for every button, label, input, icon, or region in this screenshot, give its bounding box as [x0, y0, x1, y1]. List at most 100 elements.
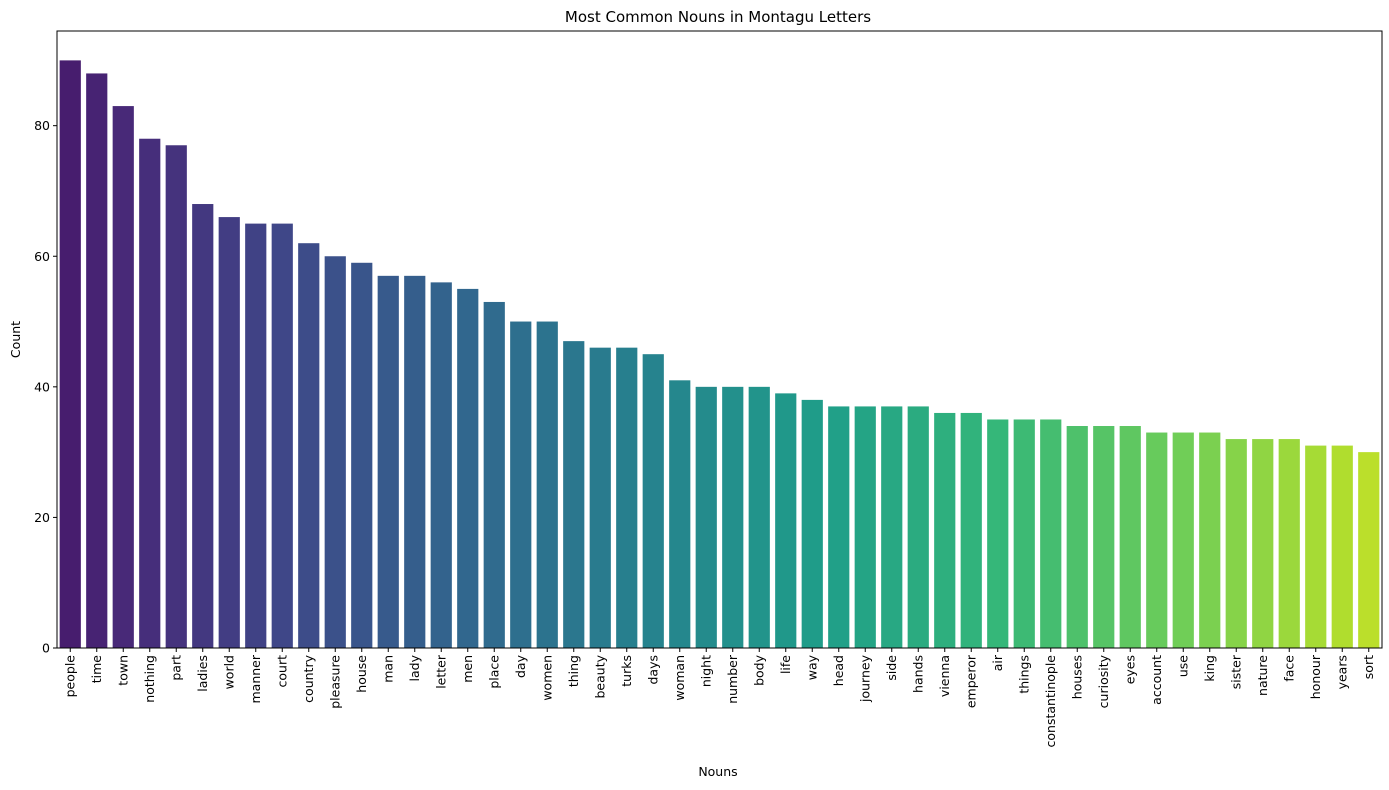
x-tick-label: curiosity	[1096, 654, 1111, 708]
x-tick-label: turks	[619, 655, 634, 687]
bar-ladies	[192, 204, 214, 648]
bar-country	[298, 243, 320, 648]
x-tick-label: place	[486, 655, 501, 689]
x-tick-label: nothing	[142, 655, 157, 703]
x-tick-label: constantinople	[1043, 655, 1058, 748]
x-tick-label: king	[1202, 655, 1217, 682]
x-tick-label: women	[539, 655, 554, 701]
x-tick-label: woman	[672, 655, 687, 701]
x-axis: people time town nothing part ladies world mann…	[62, 648, 1376, 747]
x-tick-label: days	[645, 655, 660, 685]
chart-title: Most Common Nouns in Montagu Letters	[565, 8, 871, 26]
bar-part	[165, 145, 187, 648]
x-tick-label: account	[1149, 655, 1164, 705]
bar-things	[1013, 419, 1035, 648]
x-tick-label: part	[168, 655, 183, 681]
x-axis-label: Nouns	[698, 764, 737, 779]
bar-constantinople	[1040, 419, 1062, 648]
x-tick-label: day	[513, 654, 528, 678]
x-tick-label: vienna	[937, 655, 952, 697]
x-tick-label: emperor	[963, 654, 978, 708]
bar-sister	[1225, 439, 1247, 648]
bar-curiosity	[1093, 426, 1115, 648]
y-axis: 0 20 40 60 80	[34, 118, 57, 656]
x-tick-label: face	[1281, 655, 1296, 682]
bar-lady	[404, 275, 426, 648]
x-tick-label: sort	[1361, 655, 1376, 679]
x-tick-label: manner	[248, 654, 263, 703]
y-tick-label: 0	[42, 641, 50, 656]
x-tick-label: world	[221, 655, 236, 689]
bar-manner	[245, 223, 267, 649]
bar-vienna	[934, 412, 956, 648]
bar-sort	[1358, 452, 1380, 648]
bar-court	[271, 223, 293, 649]
bar-head	[828, 406, 850, 648]
y-axis-label: Count	[8, 321, 23, 358]
bar-woman	[669, 380, 691, 648]
bar-hands	[907, 406, 929, 648]
bar-number	[722, 386, 744, 648]
x-tick-label: time	[89, 655, 104, 684]
x-tick-label: court	[274, 655, 289, 688]
x-tick-label: town	[115, 655, 130, 686]
x-tick-label: body	[751, 654, 766, 686]
x-tick-label: letter	[433, 654, 448, 689]
bar-life	[775, 393, 797, 648]
x-tick-label: way	[804, 654, 819, 680]
x-tick-label: houses	[1069, 655, 1084, 699]
bar-men	[457, 288, 479, 648]
bar-years	[1331, 445, 1353, 648]
x-tick-label: journey	[857, 654, 872, 703]
bar-man	[377, 275, 399, 648]
x-tick-label: years	[1334, 655, 1349, 689]
x-tick-label: side	[884, 655, 899, 681]
bar-day	[510, 321, 532, 648]
plot-frame	[56, 30, 1383, 649]
bar-town	[112, 106, 134, 648]
bar-time	[86, 73, 108, 648]
bar-nature	[1252, 439, 1274, 648]
bar-turks	[616, 347, 638, 648]
bar-honour	[1305, 445, 1327, 648]
bar-side	[881, 406, 903, 648]
bar-place	[483, 301, 505, 648]
y-tick-label: 60	[34, 249, 50, 264]
x-tick-label: beauty	[592, 654, 607, 698]
bar-king	[1199, 432, 1221, 648]
y-tick-label: 80	[34, 118, 50, 133]
bar-night	[695, 386, 717, 648]
bar-way	[801, 399, 823, 648]
x-tick-label: house	[354, 655, 369, 693]
x-tick-label: air	[990, 654, 1005, 671]
x-tick-label: people	[62, 655, 77, 698]
x-tick-label: head	[831, 655, 846, 686]
x-tick-label: honour	[1308, 654, 1323, 699]
bars-group	[59, 60, 1380, 649]
x-tick-label: pleasure	[327, 655, 342, 709]
x-tick-label: life	[778, 655, 793, 674]
bar-days	[642, 354, 664, 648]
bar-face	[1278, 439, 1300, 648]
x-tick-label: night	[698, 655, 713, 687]
bar-house	[351, 262, 373, 648]
bar-beauty	[589, 347, 611, 648]
bar-body	[748, 386, 770, 648]
bar-air	[987, 419, 1009, 648]
bar-world	[218, 217, 240, 648]
bar-emperor	[960, 412, 982, 648]
x-tick-label: ladies	[195, 655, 210, 692]
bar-women	[536, 321, 558, 648]
bar-use	[1172, 432, 1194, 648]
bar-letter	[430, 282, 452, 648]
x-tick-label: hands	[910, 655, 925, 693]
bar-thing	[563, 341, 585, 648]
x-tick-label: sister	[1228, 654, 1243, 689]
x-tick-label: lady	[407, 654, 422, 681]
x-tick-label: nature	[1255, 655, 1270, 696]
bar-eyes	[1119, 426, 1141, 648]
y-tick-label: 40	[34, 379, 50, 394]
x-tick-label: thing	[566, 655, 581, 687]
